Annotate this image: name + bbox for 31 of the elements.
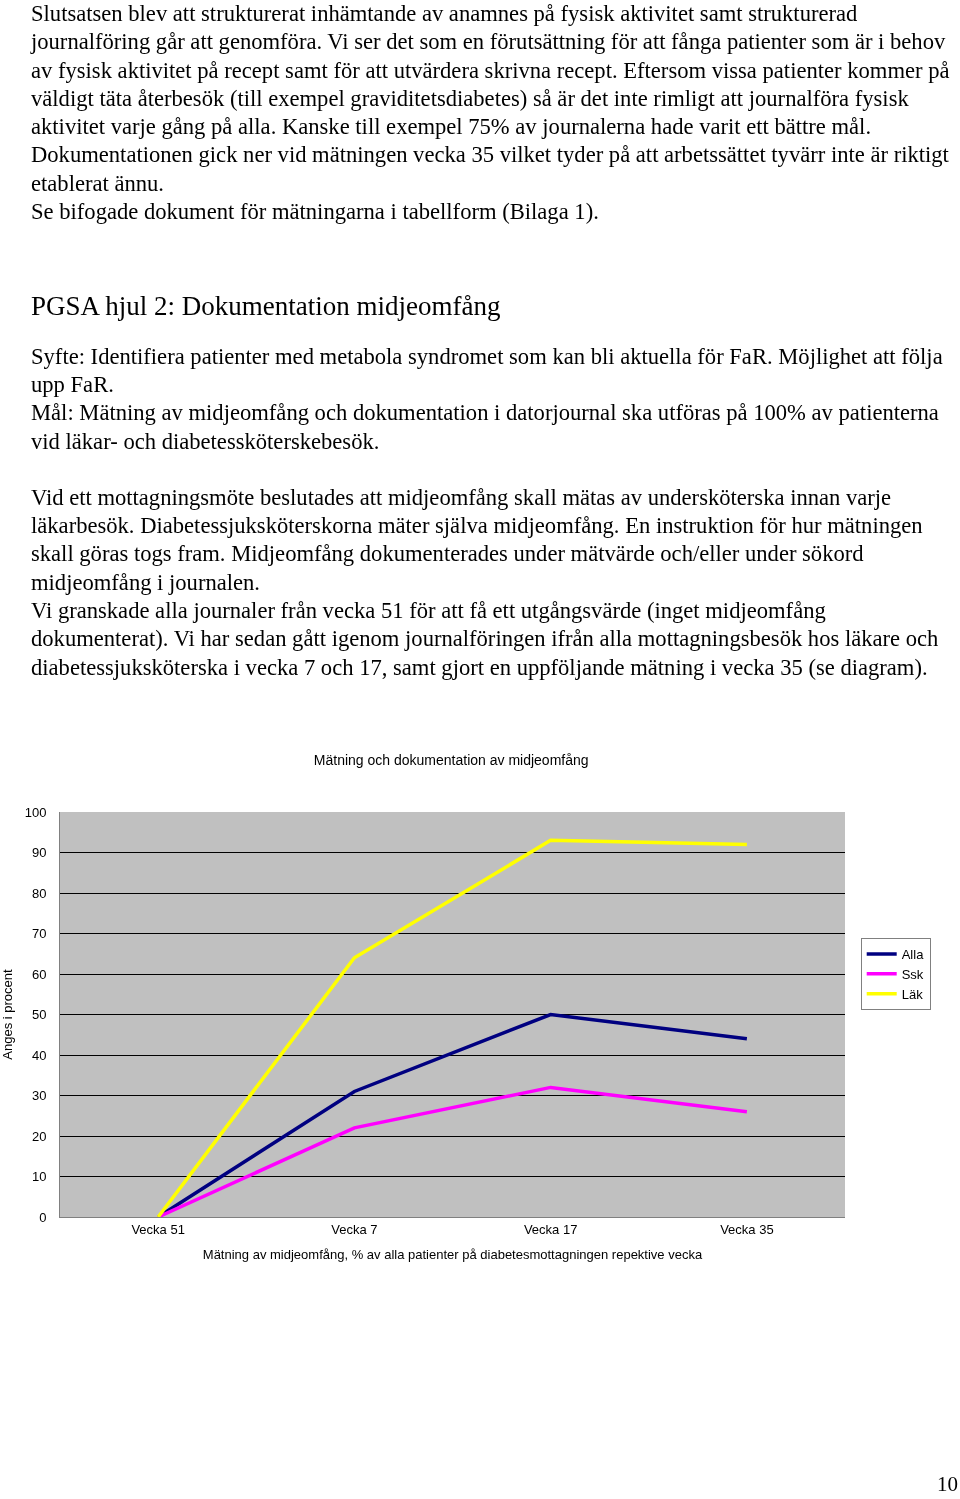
chart-title: Mätning och dokumentation av midjeomfång — [313, 752, 589, 769]
text: Se bifogade dokument för mätningarna i tabellform (Bilaga 1). — [31, 198, 600, 227]
legend-label: Ssk — [901, 966, 924, 982]
y-tick-label: 50 — [31, 1007, 47, 1023]
text: Mål: Mätning av midjeomfång och dokumentation i datorjournal ska utföras på 100% av patienterna vid läkar- och diabetessköterskebesök. — [31, 399, 940, 456]
text: Syfte: Identifiera patienter med metabola syndromet som kan bli aktuella för FaR. Möjlighet att följa upp FaR. — [31, 342, 944, 399]
y-tick-label: 40 — [31, 1047, 47, 1063]
x-tick-label: Vecka 51 — [131, 1221, 185, 1237]
text: Vid ett mottagningsmöte beslutades att midjeomfång skall mätas av undersköterska innan varje läkarbesök. Diabetessjuksköterskorna mäter själva midjeomfång. En instruktion för hur mätningen skall göras togs fram. Midjeomfång dokumenterades under mätvärde och/eller under sökord midjeomfång i journalen. — [31, 483, 924, 597]
x-tick-label: Vecka 35 — [720, 1221, 774, 1237]
y-tick-label: 90 — [31, 845, 47, 861]
line-series — [156, 838, 749, 1217]
y-tick-label: 80 — [31, 885, 47, 901]
y-tick-label: 70 — [31, 926, 47, 942]
y-axis-title: Anges i procent — [0, 968, 15, 1060]
x-axis-title: Mätning av midjeomfång, % av alla patienter på diabetesmottagningen repektive vecka — [202, 1247, 703, 1263]
legend-label: Läk — [901, 986, 924, 1002]
text: Slutsatsen blev att strukturerat inhämtande av anamnes på fysisk aktivitet samt strukturerad journalföring går att genomföra. Vi ser det som en förutsättning för att fånga patienter som är i behov av fysisk aktivitet på recept samt för att utvärdera skrivna recept. Eftersom vissa patienter kommer på väldigt täta återbesök (till exempel graviditetsdiabetes) så är det inte rimligt att journalföra fysisk aktivitet varje gång på alla. Kanske till exempel 75% av journalerna hade varit ett bättre mål. — [31, 0, 951, 142]
text: 10 — [937, 1472, 958, 1497]
legend-label: Alla — [901, 947, 925, 963]
y-tick-label: 20 — [31, 1128, 47, 1144]
y-tick-label: 0 — [39, 1209, 47, 1225]
text: Dokumentationen gick ner vid mätningen vecka 35 vilket tyder på att arbetssättet tyvärr inte är riktigt etablerat ännu. — [31, 141, 950, 198]
y-tick-label: 60 — [31, 966, 47, 982]
text: Vi granskade alla journaler från vecka 51 för att få ett utgångsvärde (inget midjeomfång dokumenterat). Vi har sedan gått igenom journalföringen ifrån alla mottagningsbesök hos läkare och diabetessjuksköterska i vecka 7 och 17, samt gjort en uppföljande mätning i vecka 35 (se diagram). — [31, 597, 940, 682]
text: PGSA hjul 2: Dokumentation midjeomfång — [31, 291, 502, 322]
y-tick-label: 30 — [31, 1088, 47, 1104]
x-tick-label: Vecka 17 — [523, 1221, 578, 1237]
y-tick-label: 10 — [31, 1169, 47, 1185]
x-tick-label: Vecka 7 — [331, 1221, 378, 1237]
y-tick-label: 100 — [24, 804, 47, 820]
